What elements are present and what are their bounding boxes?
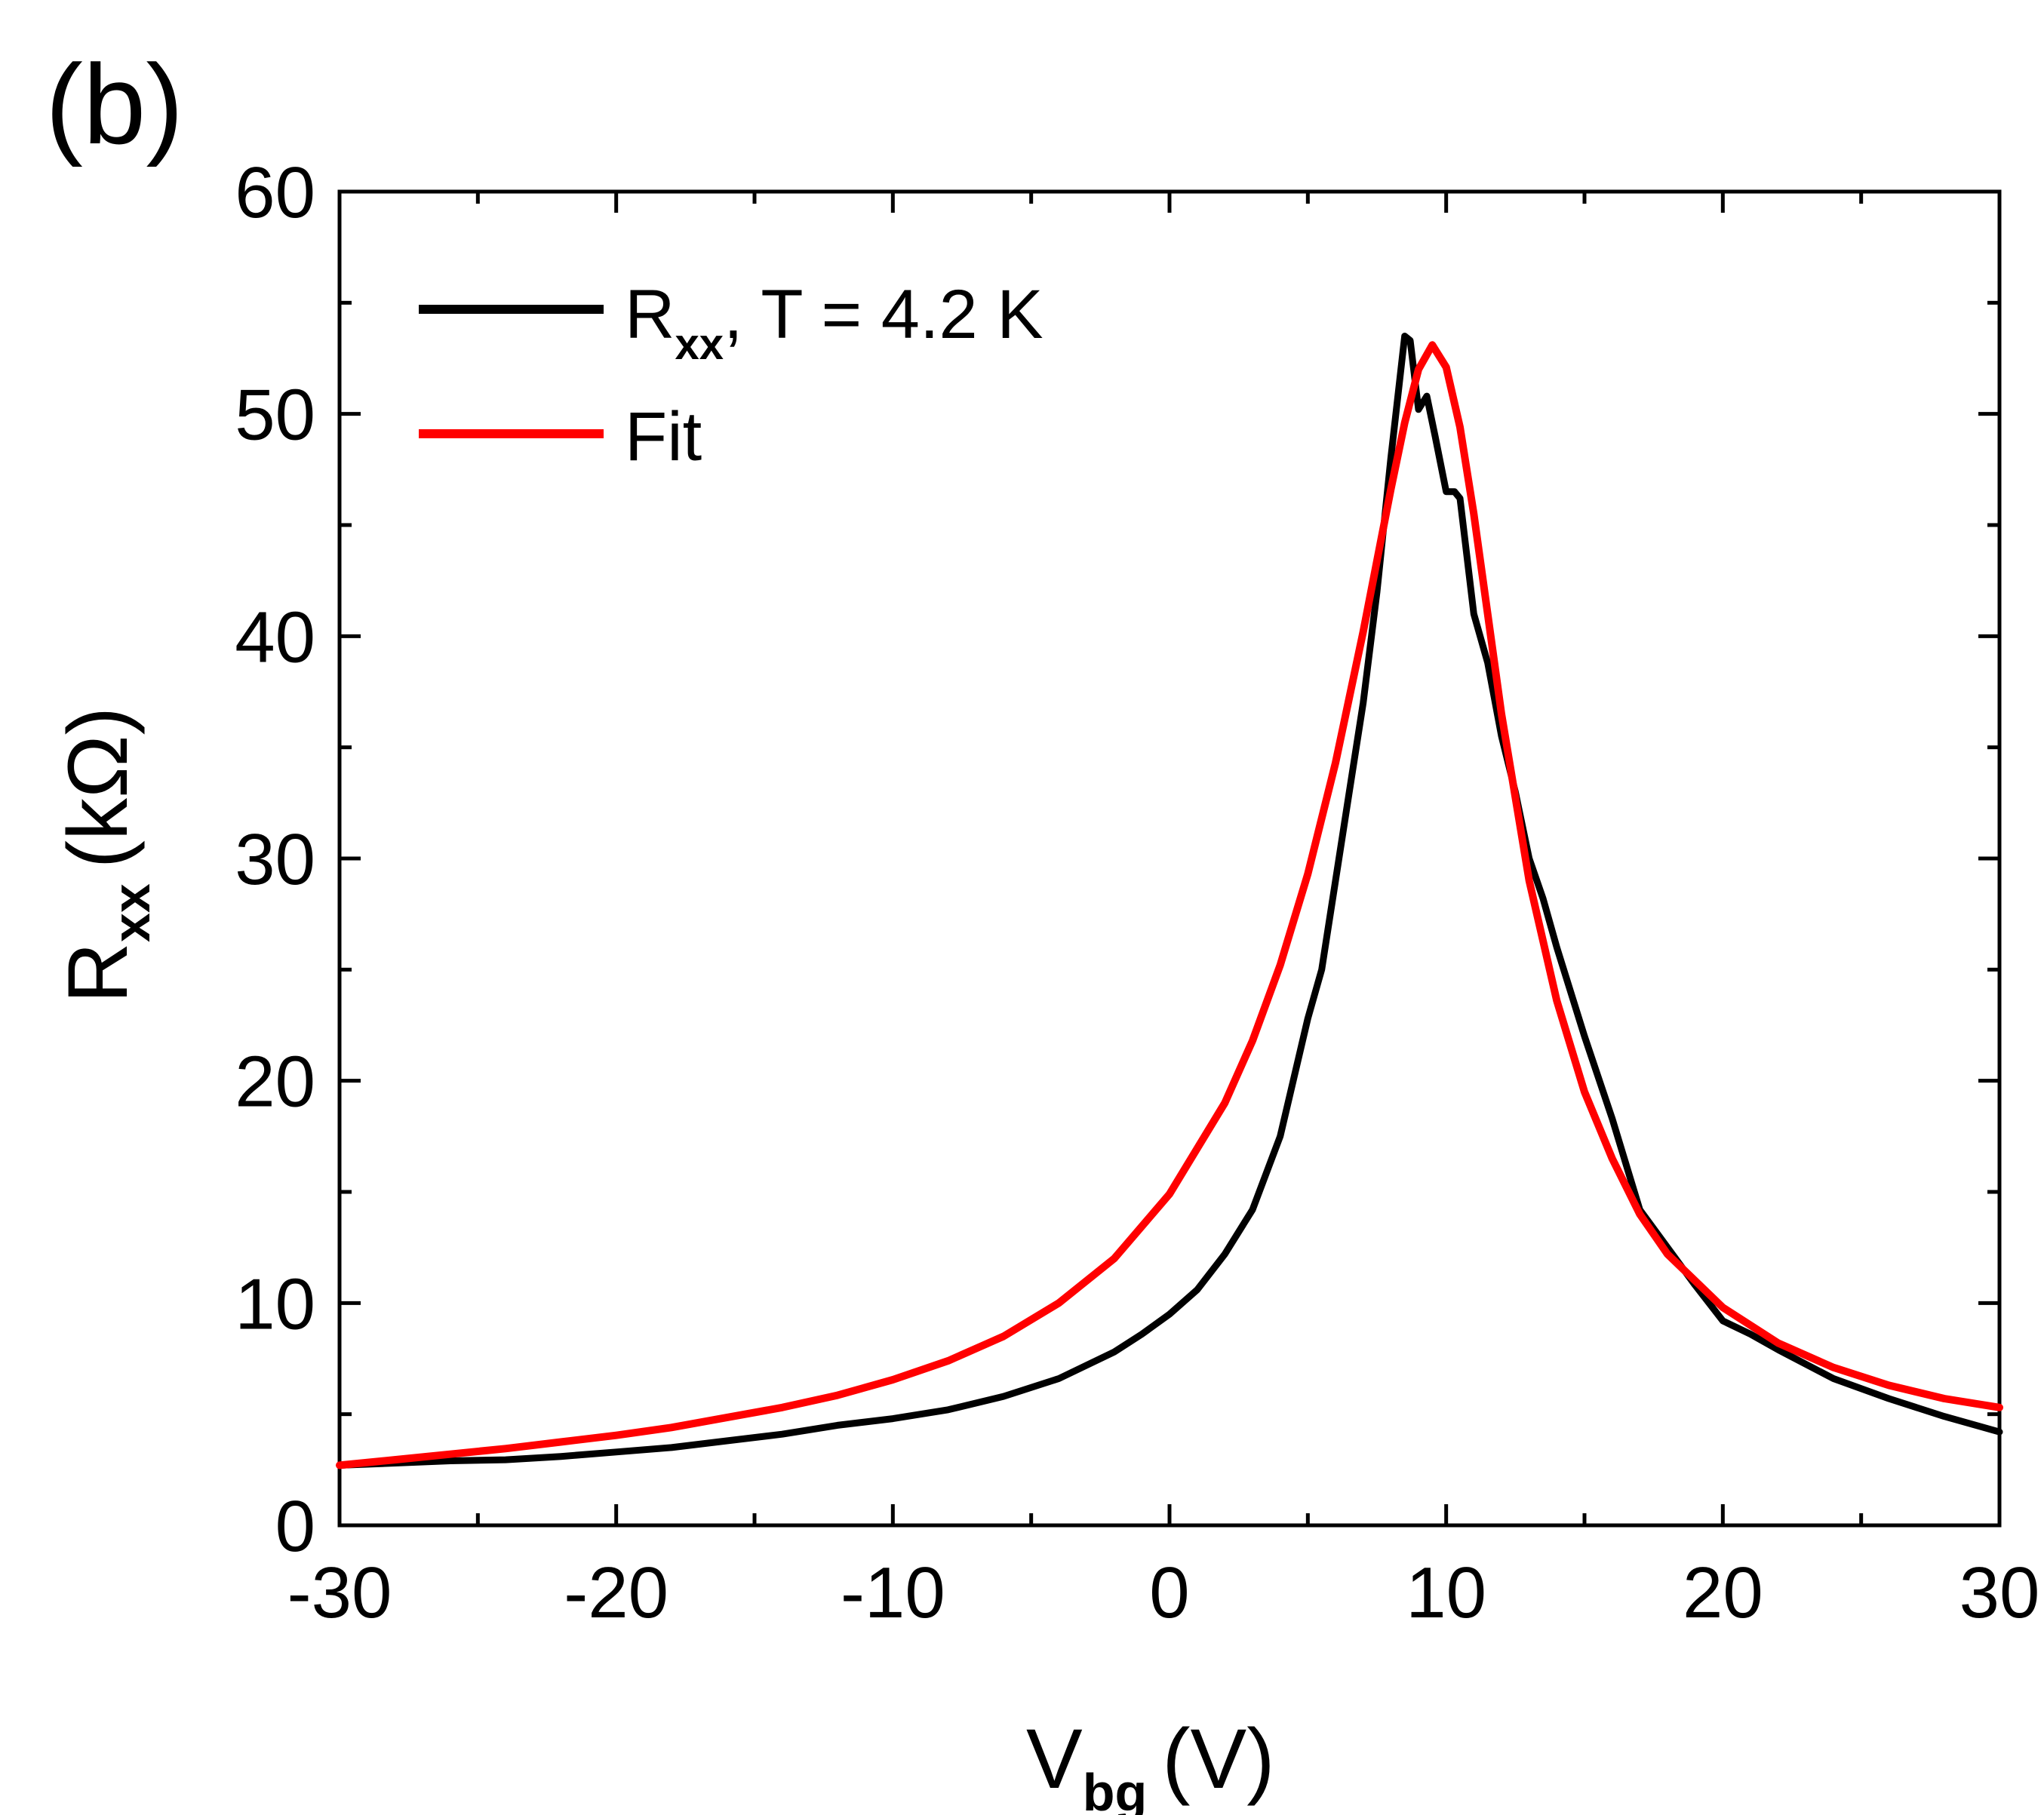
- x-tick-label: 0: [1149, 1552, 1189, 1633]
- series-measured-rxx: [336, 333, 2003, 1469]
- series-fit: [336, 341, 2003, 1470]
- y-axis-title: Rxx (kΩ): [51, 707, 161, 1003]
- legend-label-fit: Fit: [625, 398, 702, 475]
- tick-labels: -30 -20 -10 0 10 20 30 0 10 20 30 40 50 60: [235, 152, 2039, 1633]
- legend-measured-rest: , T = 4.2 K: [724, 276, 1044, 353]
- panel-label: (b): [45, 41, 183, 167]
- legend-measured-main: R: [625, 276, 675, 353]
- y-axis-title-unit: (kΩ): [51, 707, 145, 868]
- x-tick-label: -30: [287, 1552, 392, 1633]
- series-layer: [336, 333, 2003, 1470]
- x-tick-label: -20: [564, 1552, 669, 1633]
- axis-ticks: [337, 189, 2002, 1528]
- legend-measured-sub: xx: [675, 320, 724, 369]
- y-tick-label: 40: [235, 597, 315, 677]
- y-tick-label: 0: [275, 1486, 315, 1567]
- y-tick-label: 10: [235, 1264, 315, 1344]
- x-tick-label: 30: [1959, 1552, 2040, 1633]
- legend: Rxx, T = 4.2 K Fit: [419, 276, 1044, 475]
- x-tick-label: -10: [841, 1552, 945, 1633]
- y-axis-title-sub: xx: [102, 883, 161, 942]
- x-tick-label: 20: [1683, 1552, 1763, 1633]
- x-tick-label: 10: [1406, 1552, 1486, 1633]
- y-tick-label: 20: [235, 1042, 315, 1122]
- legend-label-measured: Rxx, T = 4.2 K: [625, 276, 1044, 369]
- x-axis-title-main: V: [1026, 1712, 1083, 1806]
- y-axis-title-main: R: [51, 942, 145, 1003]
- y-tick-label: 30: [235, 819, 315, 900]
- x-axis-title-sub: bg: [1083, 1763, 1148, 1815]
- x-axis-title-unit: (V): [1162, 1712, 1274, 1806]
- y-tick-label: 50: [235, 375, 315, 456]
- x-axis-title: Vbg (V): [1026, 1712, 1275, 1815]
- y-tick-label: 60: [235, 152, 315, 233]
